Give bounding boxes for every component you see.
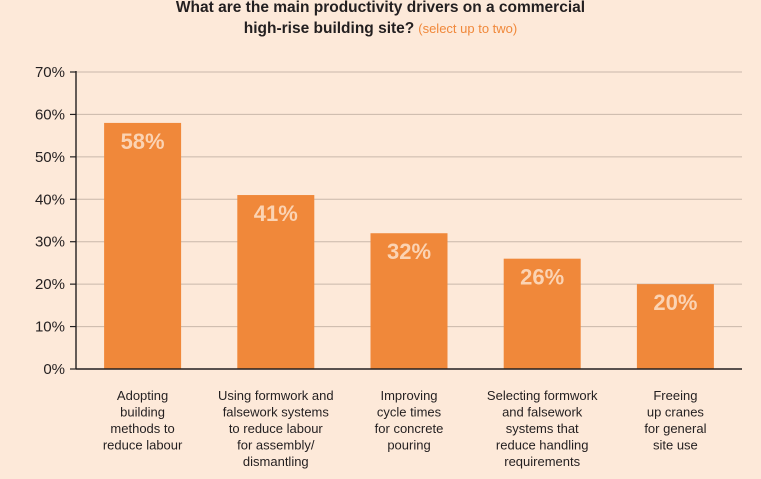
chart-title-line-2-text: high-rise building site? <box>243 20 415 37</box>
category-label-3-line-2: cycle times <box>377 405 442 420</box>
bar-2 <box>237 195 315 369</box>
bar-value-label-1: 58% <box>121 129 165 154</box>
category-label-4-line-2: and falsework <box>502 405 583 420</box>
y-axis-tick-labels: 0% 10% 20% 30% 40% 50% 60% 70% <box>35 64 76 378</box>
category-label-2-line-5: dismantling <box>243 454 309 469</box>
category-label-5: Freeing up cranes for general site use <box>644 388 706 453</box>
bar-value-label-2: 41% <box>254 201 298 226</box>
y-tick-label-70: 70% <box>35 64 65 81</box>
category-label-4: Selecting formwork and falsework systems t… <box>487 388 598 469</box>
bar-value-labels: 58% 41% 32% 26% 20% <box>121 129 698 315</box>
bar-4 <box>503 258 581 369</box>
chart-title-line-2: high-rise building site? (select up to tw… <box>0 18 761 39</box>
category-label-2-line-4: for assembly/ <box>237 438 315 453</box>
category-label-3-line-3: for concrete <box>375 421 444 436</box>
category-label-4-line-5: requirements <box>504 454 580 469</box>
category-label-5-line-4: site use <box>653 438 698 453</box>
bar-5 <box>636 284 714 369</box>
category-label-2-line-3: to reduce labour <box>229 421 324 436</box>
category-label-2-line-2: falsework systems <box>223 405 330 420</box>
bars <box>104 122 714 370</box>
category-label-2-line-1: Using formwork and <box>218 388 334 403</box>
category-label-5-line-1: Freeing <box>653 388 697 403</box>
chart-title-line-1: What are the main productivity drivers o… <box>175 0 586 16</box>
category-label-3: Improving cycle times for concrete pouring <box>375 388 444 453</box>
axes <box>75 71 742 370</box>
y-tick-label-60: 60% <box>35 106 65 123</box>
y-tick-label-30: 30% <box>35 234 65 251</box>
bar-value-label-5: 20% <box>653 290 697 315</box>
bar-1 <box>104 122 182 370</box>
category-label-3-line-1: Improving <box>380 388 437 403</box>
y-tick-label-0: 0% <box>43 361 65 378</box>
chart-title-note: (select up to two) <box>418 21 518 36</box>
x-axis-category-labels: Adopting building methods to reduce labour U… <box>103 388 707 469</box>
category-label-4-line-4: reduce handling <box>496 438 589 453</box>
category-label-1-line-3: methods to <box>110 421 174 436</box>
bar-3 <box>370 233 448 369</box>
bar-value-label-4: 26% <box>520 265 564 290</box>
category-label-4-line-1: Selecting formwork <box>487 388 598 403</box>
category-label-5-line-2: up cranes <box>647 405 705 420</box>
bar-value-label-3: 32% <box>387 239 431 264</box>
y-tick-label-40: 40% <box>35 191 65 208</box>
y-tick-label-50: 50% <box>35 149 65 166</box>
category-label-5-line-3: for general <box>644 421 706 436</box>
y-tick-label-20: 20% <box>35 276 65 293</box>
category-label-4-line-3: systems that <box>506 421 579 436</box>
category-label-2: Using formwork and falsework systems to re… <box>218 388 334 469</box>
category-label-1-line-1: Adopting <box>117 388 168 403</box>
chart-title: What are the main productivity drivers o… <box>0 0 761 39</box>
y-tick-label-10: 10% <box>35 319 65 336</box>
category-label-1: Adopting building methods to reduce labour <box>103 388 183 453</box>
category-label-1-line-2: building <box>120 405 165 420</box>
category-label-3-line-4: pouring <box>387 438 430 453</box>
category-label-1-line-4: reduce labour <box>103 438 183 453</box>
